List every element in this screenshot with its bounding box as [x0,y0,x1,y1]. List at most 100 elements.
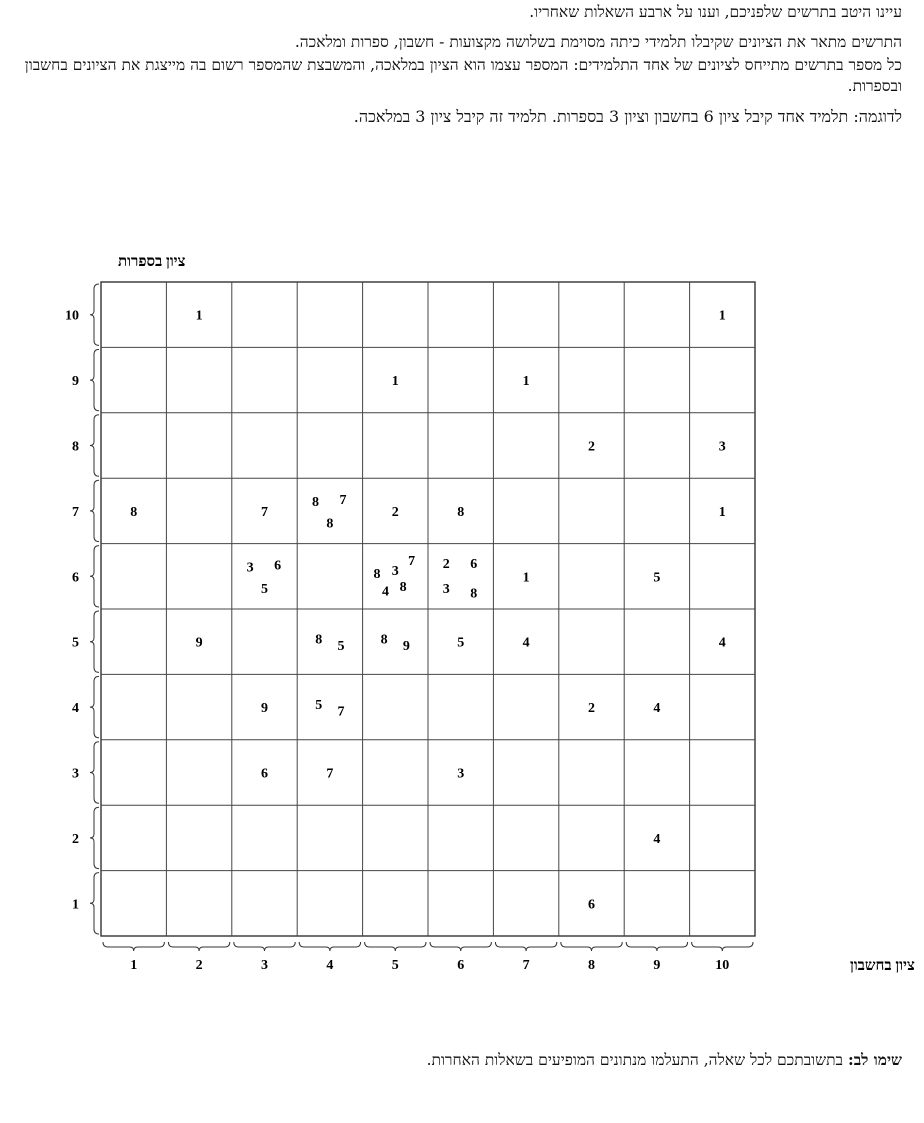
data-point: 7 [408,554,415,569]
data-point: 1 [719,309,726,324]
data-point: 3 [457,767,464,782]
data-points: 1 11 12 38 78 782 8 13 658 374 82 63 81 59 8 5 8 9 5 4 49 5 7 2… [130,309,726,913]
data-point: 9 [196,636,203,651]
data-point: 1 [196,309,203,324]
y-tick-label: 4 [72,701,79,716]
y-tick-label: 10 [65,309,79,324]
y-tick-label: 8 [72,440,79,455]
x-tick-label: 10 [715,958,729,973]
instruction-line: עיינו היטב בתרשים שלפניכם, וענו על ארבע … [529,3,902,21]
data-point: 6 [588,897,595,912]
y-axis-brace [89,872,100,935]
x-tick-label: 1 [130,958,137,973]
data-point: 9 [261,701,268,716]
data-point: 5 [315,698,322,713]
y-axis-brace [89,348,100,412]
axis-braces [89,283,754,952]
x-tick-label: 8 [588,958,595,973]
data-point: 2 [588,701,595,716]
grid [100,281,756,937]
data-point: 8 [315,632,322,647]
data-point: 2 [443,557,450,572]
data-point: 8 [381,632,388,647]
x-tick-label: 4 [326,958,333,973]
chart-explanation: כל מספר בתרשים מתייחס לציונים של אחד התל… [24,56,902,95]
y-axis-brace [89,479,100,543]
data-point: 4 [719,636,726,651]
x-axis-brace [691,941,754,952]
example-text: לדוגמה: תלמיד אחד קיבל ציון 6 בחשבון וצי… [353,107,902,126]
y-axis-brace [89,545,100,608]
data-point: 1 [523,374,530,389]
x-axis-title: ציון בחשבון [850,958,915,974]
x-tick-label: 5 [392,958,399,973]
data-point: 8 [312,495,319,510]
data-point: 4 [653,701,660,716]
data-point: 2 [588,440,595,455]
scatter-grid-chart: ציון בספרות ציון בחשבון 1 2 3 4 5 6 7 8 9 1012345… [65,254,915,974]
x-axis-brace [102,941,165,952]
x-tick-label: 6 [457,958,464,973]
data-point: 5 [653,570,660,585]
data-point: 4 [653,832,660,847]
y-tick-label: 9 [72,374,79,389]
x-tick-label: 9 [653,958,660,973]
chart-description: התרשים מתאר את הציונים שקיבלו תלמידי כית… [294,33,902,51]
y-tick-label: 3 [72,767,79,782]
x-axis-brace [560,941,623,952]
data-point: 3 [247,560,254,575]
data-point: 3 [719,440,726,455]
y-axis-brace [89,741,100,804]
data-point: 6 [261,767,268,782]
x-axis-brace [625,941,689,952]
data-point: 3 [443,582,450,597]
data-point: 3 [392,564,399,579]
notice: שימו לב: בתשובתכם לכל שאלה, התעלמו מנתונ… [22,1050,902,1070]
y-axis-brace [89,414,100,477]
data-point: 8 [373,567,380,582]
x-axis-brace [167,941,231,952]
data-point: 1 [523,570,530,585]
y-tick-label: 7 [72,505,79,520]
x-axis-brace [494,941,558,952]
y-tick-label: 1 [72,897,79,912]
data-point: 7 [261,505,268,520]
y-axis-brace [89,610,100,673]
data-point: 1 [719,505,726,520]
data-point: 5 [261,582,268,597]
x-tick-label: 3 [261,958,268,973]
x-axis-brace [364,941,427,952]
y-tick-label: 2 [72,832,79,847]
data-point: 6 [274,559,281,574]
x-tick-label: 7 [523,958,530,973]
x-tick-label: 2 [196,958,203,973]
data-point: 6 [470,557,477,572]
x-axis-brace [429,941,492,952]
y-axis-brace [89,675,100,739]
data-point: 7 [338,704,345,719]
data-point: 8 [130,505,137,520]
data-point: 4 [523,636,530,651]
notice-label: שימו לב: [847,1050,902,1069]
y-axis-brace [89,283,100,346]
data-point: 9 [403,639,410,654]
data-point: 7 [339,493,346,508]
data-point: 4 [382,585,389,600]
data-point: 5 [457,636,464,651]
y-tick-label: 6 [72,570,79,585]
x-axis-brace [298,941,362,952]
data-point: 8 [326,517,333,532]
data-point: 2 [392,505,399,520]
data-point: 7 [326,767,333,782]
data-point: 1 [392,374,399,389]
x-axis-brace [233,941,296,952]
notice-text: בתשובתכם לכל שאלה, התעלמו מנתונים המופיע… [426,1051,848,1069]
y-tick-label: 5 [72,636,79,651]
y-axis-title: ציון בספרות [118,254,186,270]
data-point: 8 [470,587,477,602]
y-axis-brace [89,806,100,870]
data-point: 5 [338,639,345,654]
data-point: 8 [457,505,464,520]
data-point: 8 [400,580,407,595]
